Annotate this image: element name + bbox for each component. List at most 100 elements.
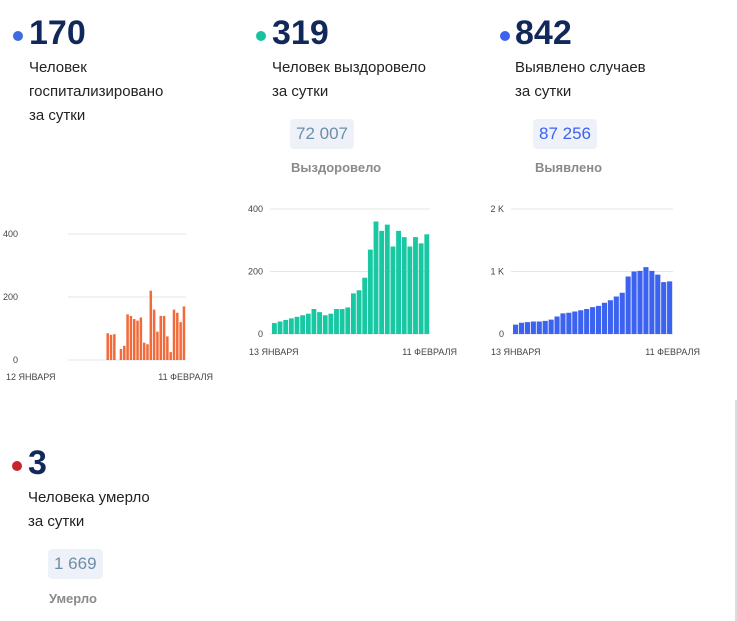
bar xyxy=(655,274,661,335)
y-tick-label: 0 xyxy=(13,355,18,365)
bar xyxy=(418,243,424,335)
bar xyxy=(126,314,129,360)
bar xyxy=(384,224,390,335)
recovered-desc-line2: за сутки xyxy=(272,83,329,100)
bar xyxy=(578,310,584,334)
bar xyxy=(643,267,649,335)
died-total-badge: 1 669 xyxy=(48,549,103,579)
bar xyxy=(139,317,143,360)
bar xyxy=(109,334,113,360)
recovered-total-badge: 72 007 xyxy=(290,119,354,149)
bar xyxy=(661,282,667,335)
x-end-label: 11 ФЕВРАЛЯ xyxy=(645,347,700,357)
detected-dot-icon xyxy=(500,31,510,41)
recovered-total-label: Выздоровело xyxy=(291,160,382,175)
bar xyxy=(407,246,413,334)
y-tick-label: 400 xyxy=(248,204,263,214)
bar xyxy=(390,246,396,334)
bar xyxy=(300,315,306,334)
recovered-dot-icon xyxy=(256,31,266,41)
bar xyxy=(542,320,548,335)
bar xyxy=(146,344,149,360)
bar xyxy=(560,313,566,335)
died-count: 3 xyxy=(28,444,47,482)
x-end-label: 11 ФЕВРАЛЯ xyxy=(158,372,213,382)
detected-total-badge: 87 256 xyxy=(533,119,597,149)
bar xyxy=(142,342,146,360)
bar xyxy=(413,237,418,335)
died-desc-line1: Человека умерло xyxy=(28,489,150,506)
bar xyxy=(613,296,619,334)
bar xyxy=(619,292,625,334)
bar xyxy=(590,307,596,335)
bar xyxy=(401,237,407,335)
bar xyxy=(584,309,590,334)
bar xyxy=(113,334,116,360)
bar xyxy=(149,290,153,360)
y-tick-label: 2 K xyxy=(490,204,504,214)
bar xyxy=(272,323,277,334)
bar xyxy=(123,345,126,360)
bar xyxy=(317,312,322,335)
bar xyxy=(554,316,560,334)
bar xyxy=(328,313,334,334)
x-start-label: 13 ЯНВАРЯ xyxy=(491,347,541,357)
y-tick-label: 0 xyxy=(499,329,504,339)
hospitalized-desc-line2: госпитализировано xyxy=(29,83,164,100)
bar xyxy=(294,316,300,334)
bar xyxy=(339,309,345,334)
bar xyxy=(311,309,317,334)
bar xyxy=(305,313,311,334)
detected-total-label: Выявлено xyxy=(535,160,603,175)
x-end-label: 11 ФЕВРАЛЯ xyxy=(402,347,457,357)
y-tick-label: 200 xyxy=(248,267,263,277)
hospitalized-dot-icon xyxy=(13,31,23,41)
died-total-label: Умерло xyxy=(49,591,97,606)
y-tick-label: 200 xyxy=(3,292,18,302)
bar xyxy=(334,309,339,334)
bar xyxy=(566,312,572,334)
bar xyxy=(373,221,379,334)
bar xyxy=(322,315,328,334)
bar xyxy=(159,315,162,360)
scrollbar-track[interactable] xyxy=(735,400,737,621)
y-tick-label: 0 xyxy=(258,329,263,339)
recovered-chart: 0 200 400 13 ЯНВАРЯ 11 ФЕВРАЛЯ xyxy=(248,204,457,357)
bar xyxy=(129,315,133,360)
detected-desc-line2: за сутки xyxy=(515,83,572,100)
bar xyxy=(607,300,613,334)
bar xyxy=(362,277,368,334)
bar xyxy=(625,276,631,334)
bar xyxy=(288,318,294,335)
detected-chart: 0 1 K 2 K 13 ЯНВАРЯ 11 ФЕВРАЛЯ xyxy=(490,204,700,357)
bar xyxy=(356,290,362,334)
bar xyxy=(132,319,136,360)
hospitalized-count: 170 xyxy=(29,14,86,52)
bar xyxy=(277,321,283,334)
bar xyxy=(637,270,643,335)
died-desc-line2: за сутки xyxy=(28,513,85,530)
bar xyxy=(351,293,356,335)
bar xyxy=(548,319,554,335)
detected-desc-line1: Выявлено случаев xyxy=(515,59,646,76)
bar xyxy=(595,305,602,335)
bar xyxy=(179,322,182,360)
bar xyxy=(513,324,519,335)
bar xyxy=(631,271,637,334)
bar xyxy=(530,321,536,334)
bar xyxy=(162,315,166,360)
bar xyxy=(601,302,608,334)
bar xyxy=(156,331,159,360)
y-tick-label: 1 K xyxy=(490,267,504,277)
bar xyxy=(667,281,673,335)
bar xyxy=(169,352,172,361)
x-start-label: 13 ЯНВАРЯ xyxy=(249,347,299,357)
y-tick-label: 400 xyxy=(3,229,18,239)
bar xyxy=(152,309,156,360)
bar xyxy=(424,234,430,334)
bar xyxy=(649,270,655,335)
bar xyxy=(182,306,186,360)
bar xyxy=(283,319,289,334)
bar xyxy=(345,307,351,334)
bar xyxy=(172,309,176,360)
